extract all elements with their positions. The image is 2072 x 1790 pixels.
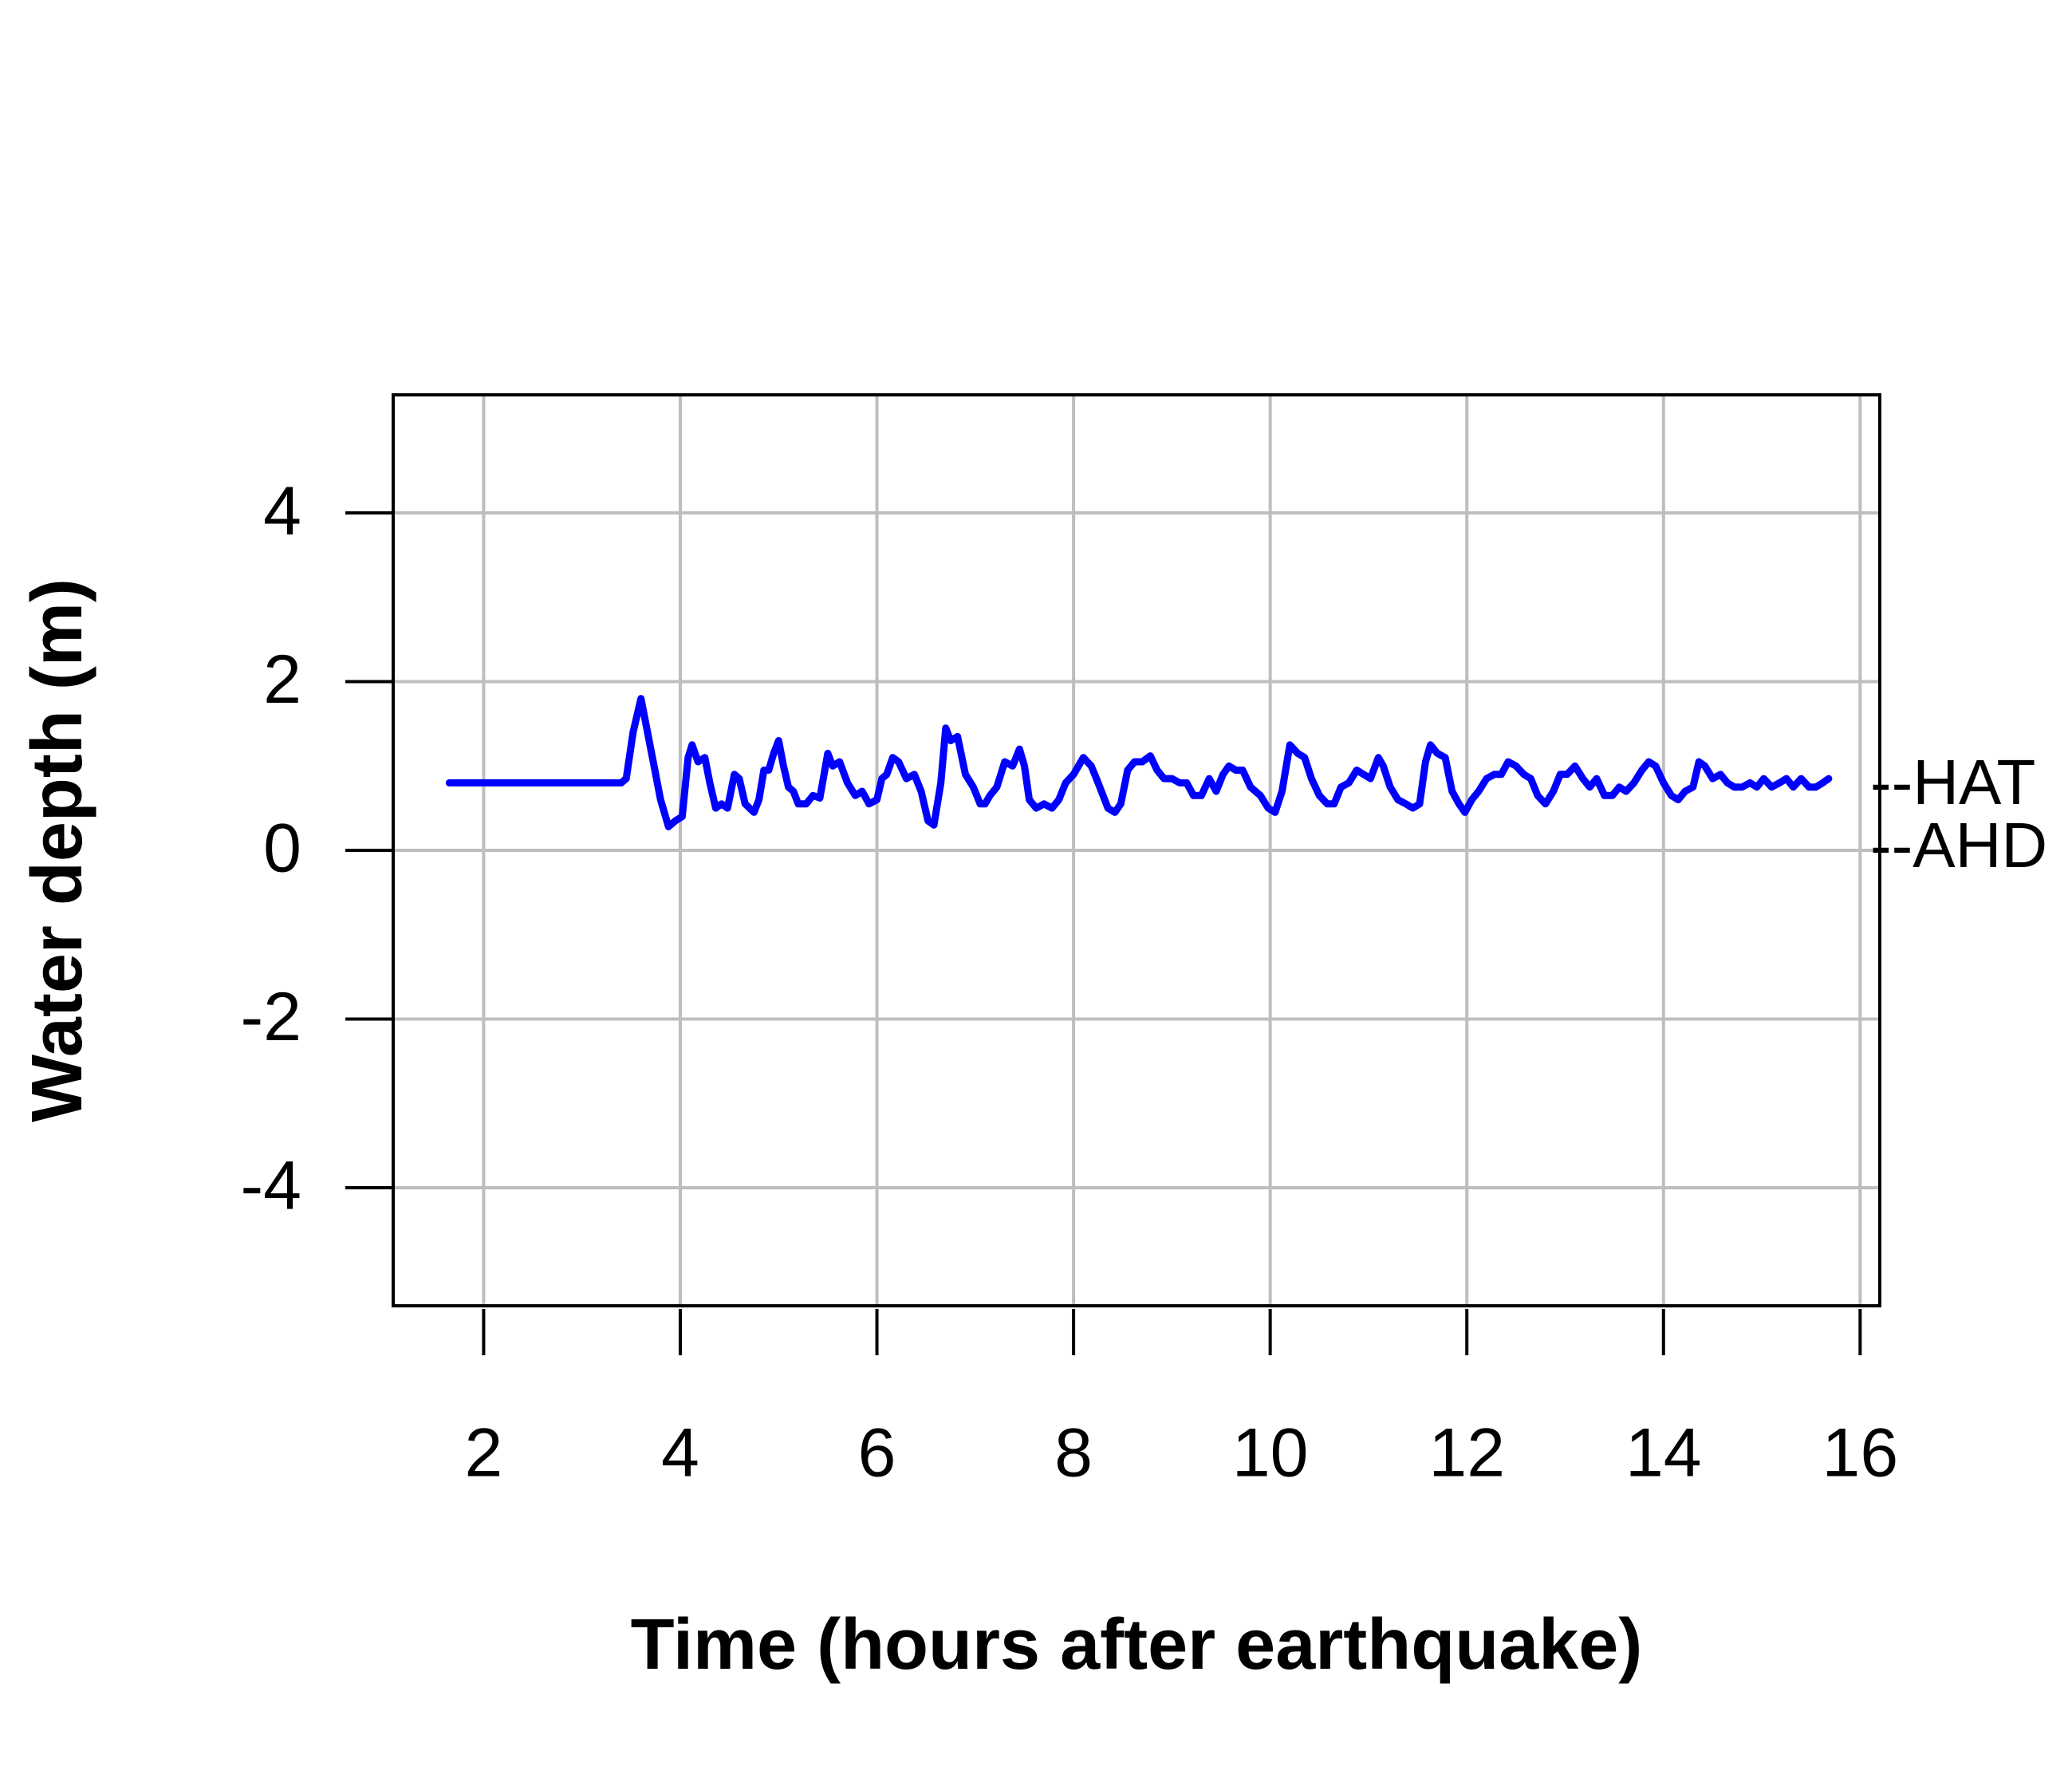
reference-label: --HAT [1870,747,2035,818]
y-axis-label: Water depth (m) [18,578,97,1122]
x-tick-label: 2 [464,1415,502,1492]
y-tick-label: 4 [263,473,301,550]
y-tick-label: 2 [263,641,301,718]
x-tick-label: 12 [1428,1415,1505,1492]
plot-frame [392,393,1881,1307]
y-tick-label: -4 [241,1148,301,1224]
x-tick-label: 16 [1822,1415,1899,1492]
y-tick-label: -2 [241,979,301,1055]
data-line [445,695,1833,830]
x-tick-label: 14 [1625,1415,1702,1492]
y-tick-label: 0 [263,810,301,887]
x-tick-label: 10 [1232,1415,1309,1492]
x-tick-label: 8 [1054,1415,1093,1492]
x-tick-label: 4 [661,1415,699,1492]
x-axis-label: Time (hours after earthquake) [631,1605,1643,1685]
reference-label: --AHD [1870,810,2047,881]
x-tick-label: 6 [858,1415,896,1492]
